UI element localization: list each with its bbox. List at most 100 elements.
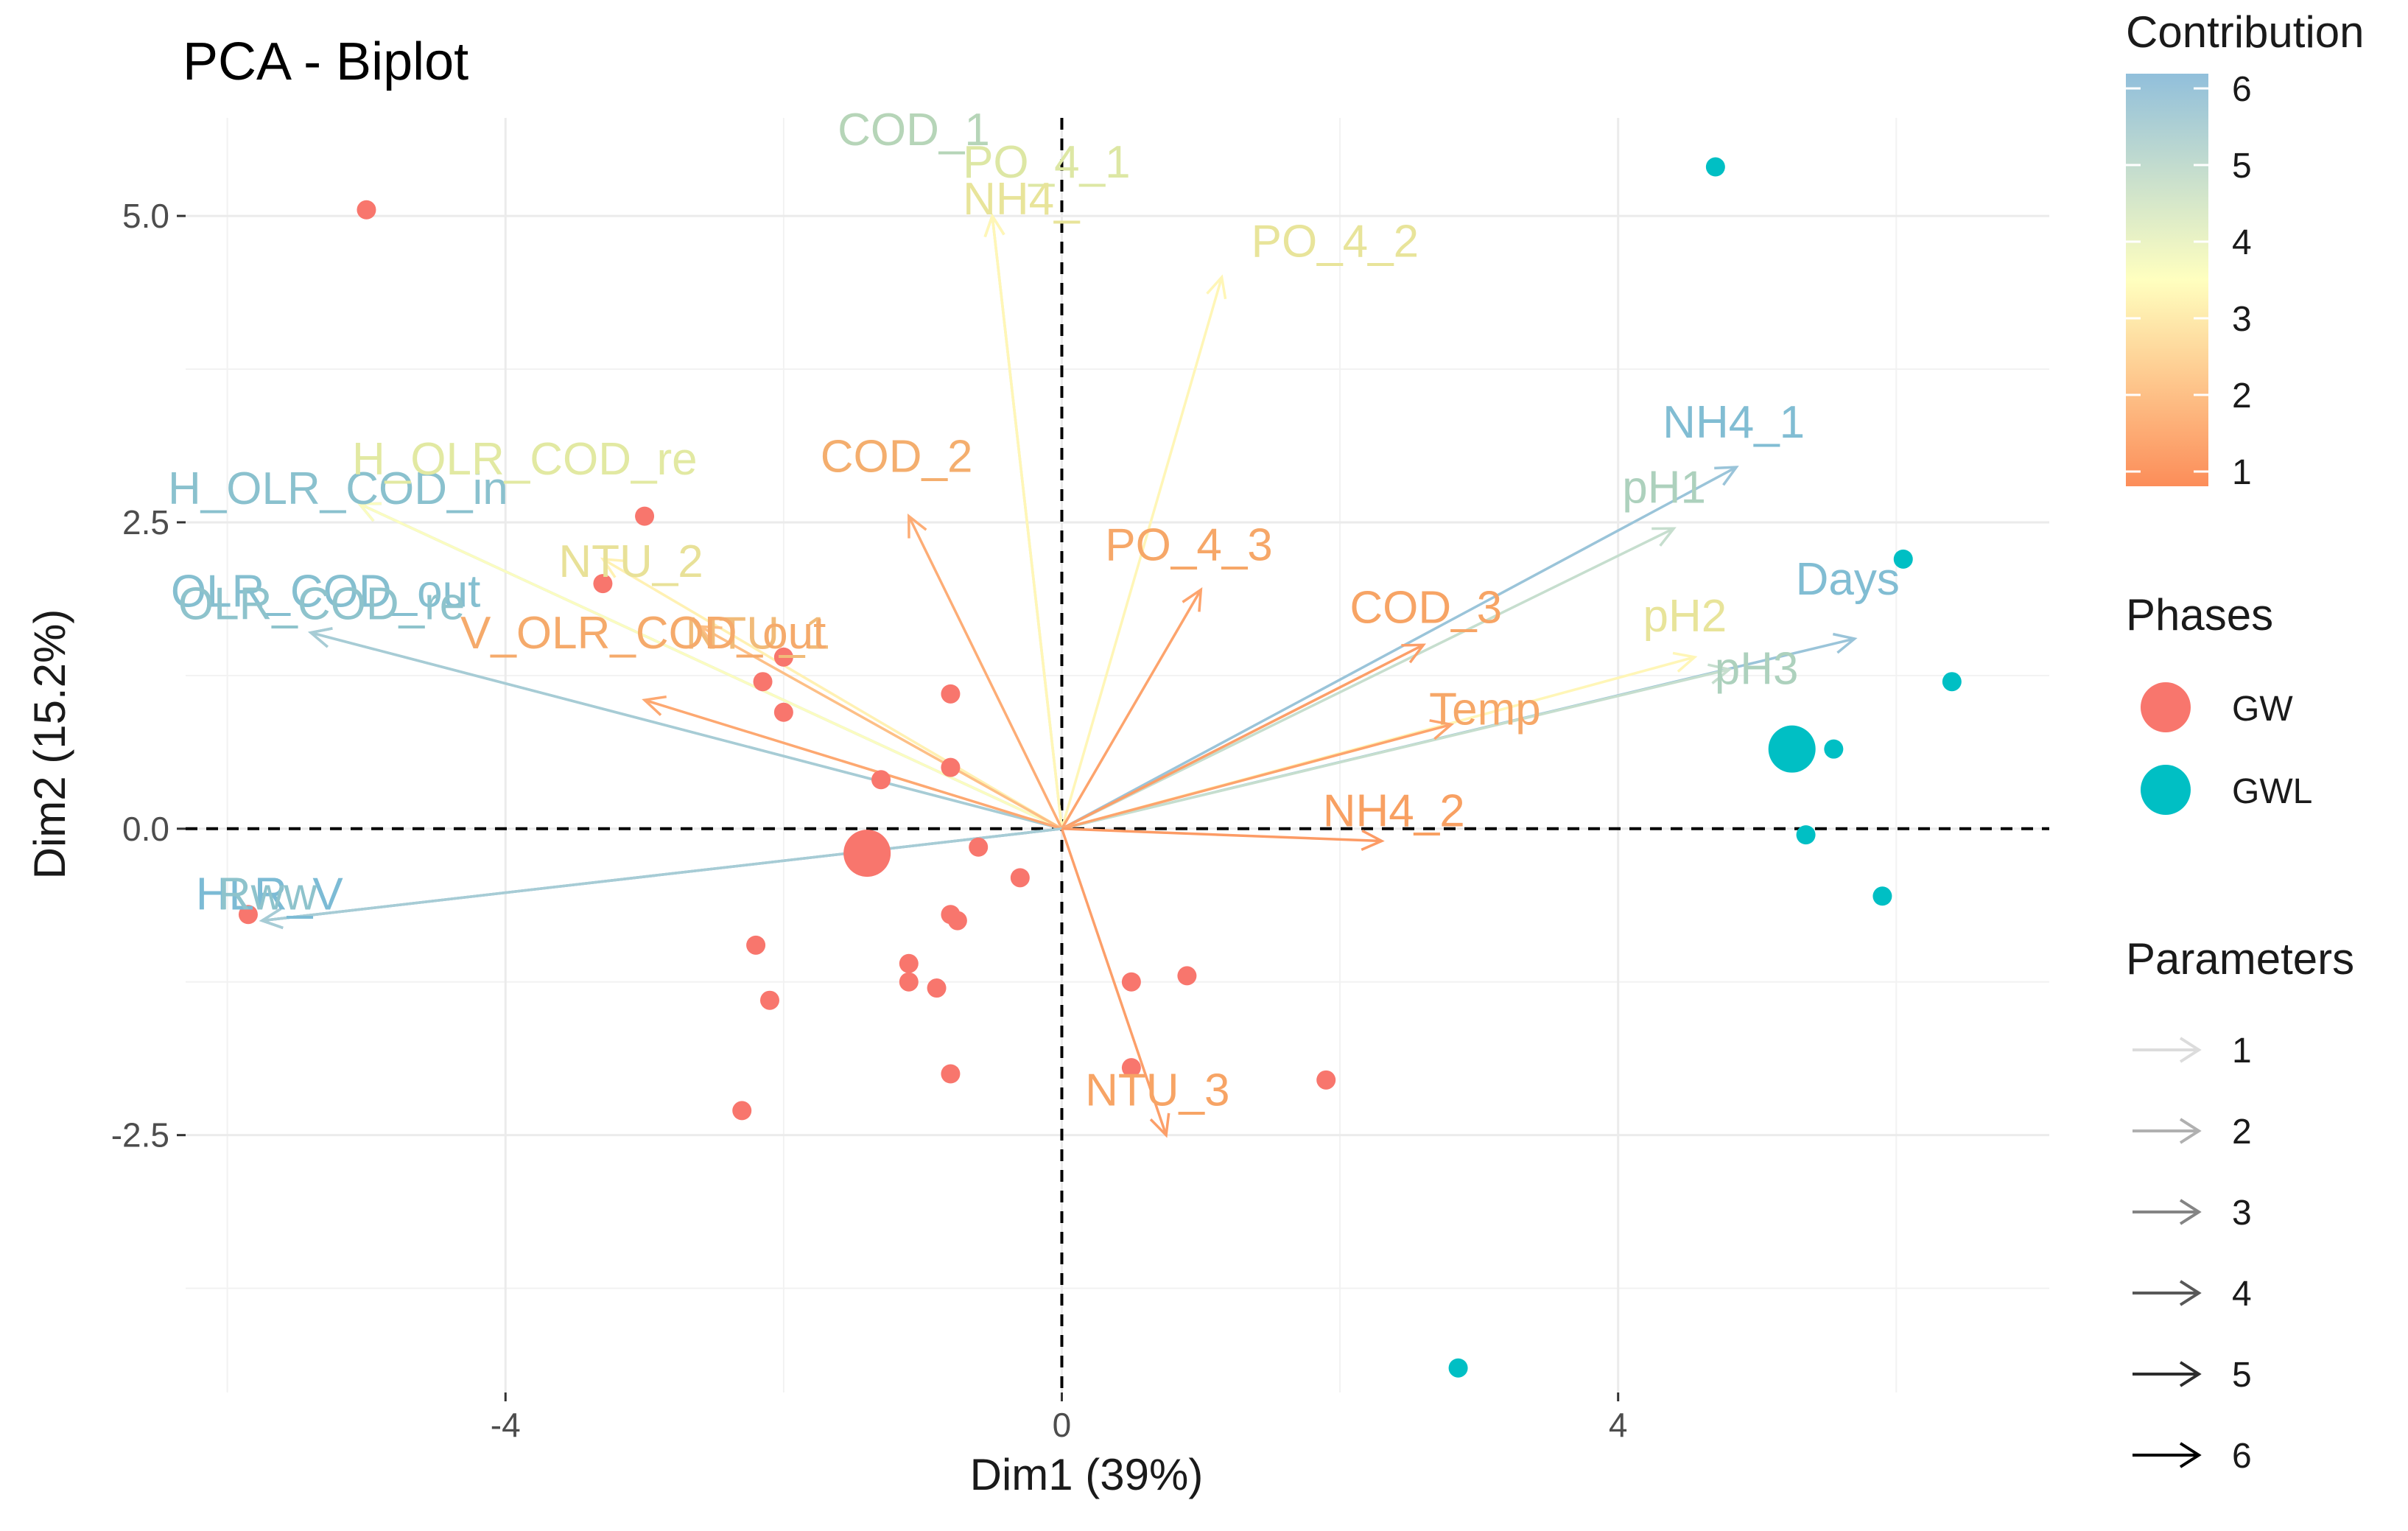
arrow-cod-3-head (1401, 643, 1426, 664)
point-gwl (1893, 549, 1913, 569)
colorbar-tick-label: 4 (2232, 223, 2252, 262)
point-gw (1121, 972, 1141, 992)
variable-label-ntu-1: NTU_1 (686, 608, 830, 659)
variable-label-po-4-2: PO_4_2 (1252, 216, 1419, 267)
point-gw (941, 684, 961, 704)
colorbar-tick-label: 2 (2232, 376, 2252, 416)
point-gw (1010, 868, 1030, 888)
legend-label-gwl: GWL (2232, 772, 2312, 811)
arrow-ph3-head (1707, 663, 1733, 684)
x-tick-label: 0 (1053, 1406, 1072, 1444)
arrow-ph3 (1061, 668, 1730, 830)
reference-lines (186, 118, 2049, 1392)
point-gwl (1872, 886, 1892, 906)
arrow-nh4-2-head (1361, 829, 1385, 852)
point-gw (635, 506, 655, 526)
point-gwl (1448, 1358, 1468, 1378)
individual-points (238, 157, 1962, 1378)
variable-label-cod-1: COD_1 (838, 105, 990, 155)
centroid-gwl (1768, 725, 1816, 773)
arrow-ntu-1 (699, 625, 1063, 830)
centroid-gw (843, 830, 891, 877)
variable-label-ph3: pH3 (1715, 644, 1799, 695)
arrow-ntu-2-head (600, 557, 625, 578)
arrow-po-4-3 (1060, 589, 1202, 830)
parameter-label: 6 (2232, 1437, 2252, 1476)
variable-label-po-4-3: PO_4_3 (1105, 519, 1273, 570)
arrow-ph1-head (1651, 527, 1677, 547)
arrow-cod-2-head (908, 514, 927, 539)
arrow-temp (1061, 723, 1452, 830)
point-gw (746, 935, 766, 955)
legend-label-gw: GW (2232, 690, 2293, 729)
parameter-swatch-head (2179, 1118, 2202, 1144)
y-tick-label: -2.5 (111, 1116, 169, 1155)
legend-contribution-title: Contribution (2126, 7, 2365, 57)
variable-label-ntu-3: NTU_3 (1085, 1065, 1229, 1116)
variable-label-cod-3: COD_3 (1349, 582, 1502, 633)
arrow-nh4-1-head (1714, 466, 1739, 486)
colorbar-tick-label: 5 (2232, 147, 2252, 186)
chart-title: PCA - Biplot (183, 32, 468, 91)
point-gw (871, 770, 891, 790)
colorbar-tick-label: 1 (2232, 453, 2252, 492)
point-gw (773, 647, 793, 667)
colorbar-tick-label: 6 (2232, 70, 2252, 109)
arrow-ph1 (1061, 527, 1674, 830)
point-gw (773, 702, 793, 722)
point-gwl (1942, 672, 1962, 692)
legend-swatch-gw (2141, 682, 2191, 732)
arrow-ntu-2 (602, 558, 1063, 830)
arrow-temp-head (1429, 719, 1455, 740)
x-tick-label: 4 (1609, 1406, 1628, 1444)
variable-label-hlr-v: HLR_V (196, 869, 344, 920)
variable-label-h-olr-cod-re: H_OLR_COD_re (352, 434, 698, 485)
contribution-ticks: 6 5 4 3 2 1 (2126, 70, 2252, 492)
arrow-ntu-3-head (1149, 1113, 1170, 1138)
y-tick-label: 2.5 (122, 503, 169, 542)
parameter-swatch-head (2179, 1037, 2202, 1063)
arrow-rww-head (259, 908, 284, 930)
legend-phases-title: Phases (2126, 590, 2273, 640)
point-gw (899, 953, 919, 973)
x-tick-label: -4 (491, 1406, 521, 1444)
arrow-rww (261, 827, 1062, 922)
arrow-v-olr-cod-out (644, 698, 1062, 830)
variable-label-temp: Temp (1429, 684, 1541, 735)
point-gwl (1824, 739, 1844, 759)
variable-label-ph1: pH1 (1622, 462, 1706, 513)
y-tick-label: 5.0 (122, 197, 169, 235)
arrow-cod-2 (908, 515, 1064, 830)
arrow-cod-3 (1061, 643, 1425, 830)
colorbar-tick-label: 3 (2232, 300, 2252, 339)
arrow-ntu-1-head (698, 625, 723, 645)
point-gw (969, 837, 989, 857)
arrow-po-4-2-head (1206, 274, 1227, 300)
arrow-ntu-3 (1060, 828, 1168, 1136)
variable-label-v-olr-cod-out: V_OLR_COD_out (460, 608, 826, 659)
point-gwl (1705, 157, 1725, 177)
legend-contribution: Contribution 6 5 4 3 2 1 (2126, 7, 2365, 492)
point-gw (753, 672, 773, 692)
arrow-olr-cod-re-head (308, 627, 333, 648)
arrow-v-olr-cod-out-head (642, 695, 667, 716)
x-axis-ticks: -4 0 4 (491, 1392, 1628, 1444)
point-gw (1177, 966, 1197, 986)
y-axis-title: Dim2 (15.2%) (25, 609, 74, 880)
x-axis-title: Dim1 (39%) (970, 1450, 1204, 1499)
arrow-olr-cod-re (310, 631, 1062, 830)
variable-label-po-4-1: PO_4_1 (963, 137, 1131, 188)
variable-label-nh4-: NH4_ (963, 174, 1081, 225)
point-gw (732, 1101, 752, 1121)
point-gw (357, 200, 376, 220)
arrow-days-head (1832, 632, 1858, 654)
point-gw (941, 757, 961, 777)
variable-label-olr-cod-out: OLR_COD_out (171, 567, 480, 617)
arrow-nh4-2 (1061, 827, 1382, 843)
parameter-swatch-head (2179, 1199, 2202, 1225)
point-gw (899, 972, 919, 992)
variable-label-ntu-2: NTU_2 (558, 536, 703, 587)
legend-parameters: Parameters 1 2 3 4 5 6 (2126, 934, 2354, 1476)
